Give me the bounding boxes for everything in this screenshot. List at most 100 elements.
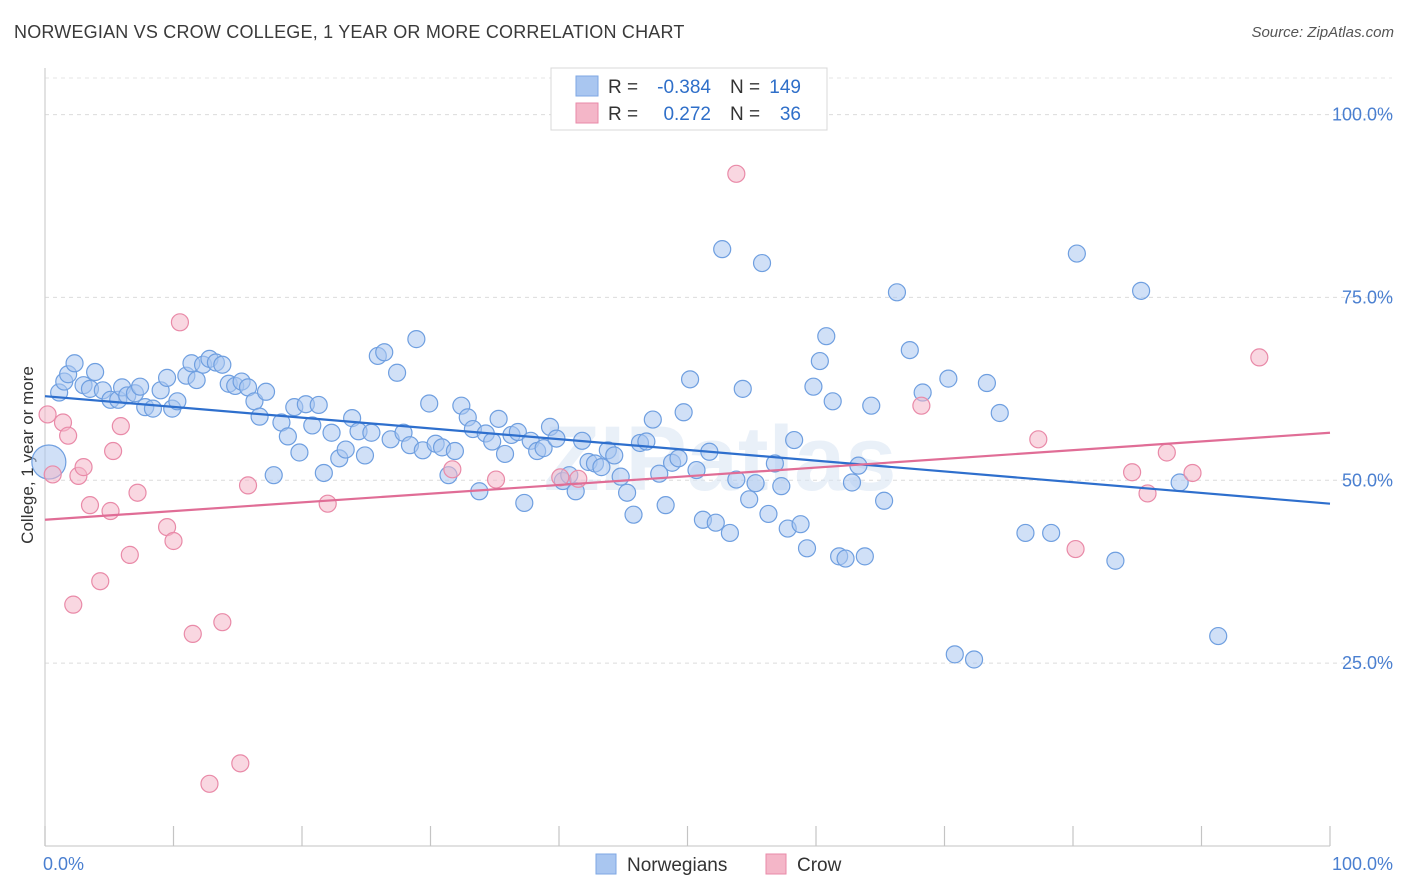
point-crow xyxy=(200,774,219,793)
point-norwegians xyxy=(855,547,874,566)
point-norwegians xyxy=(964,650,984,669)
point-norwegians xyxy=(309,395,328,415)
point-norwegians xyxy=(887,283,907,302)
point-norwegians xyxy=(823,392,842,411)
point-crow xyxy=(164,531,183,551)
y-tick-label: 50.0% xyxy=(1342,470,1393,490)
point-norwegians xyxy=(264,466,283,485)
legend-n-value: 149 xyxy=(769,77,801,98)
point-norwegians xyxy=(187,370,206,390)
legend-r-value: -0.384 xyxy=(657,77,711,98)
point-norwegians xyxy=(759,504,778,524)
point-crow xyxy=(1029,430,1048,449)
point-norwegians xyxy=(680,370,700,389)
point-norwegians xyxy=(804,377,823,396)
trend-line-crow xyxy=(44,431,1331,521)
point-norwegians xyxy=(945,645,964,664)
point-crow xyxy=(1157,443,1176,462)
point-norwegians xyxy=(534,439,553,458)
point-norwegians xyxy=(362,423,381,442)
point-norwegians xyxy=(1209,626,1228,646)
point-crow xyxy=(74,458,93,477)
x-tick-label: 100.0% xyxy=(1332,854,1393,874)
point-norwegians xyxy=(733,379,752,398)
point-norwegians xyxy=(875,491,894,510)
point-norwegians xyxy=(772,477,791,496)
grid xyxy=(45,77,1392,664)
point-norwegians xyxy=(746,474,765,493)
point-norwegians xyxy=(618,483,637,502)
point-crow xyxy=(318,494,337,513)
y-tick-label: 25.0% xyxy=(1342,653,1393,673)
point-crow xyxy=(443,460,462,479)
point-crow xyxy=(238,476,258,495)
point-norwegians xyxy=(842,473,862,492)
point-norwegians xyxy=(713,240,732,259)
point-norwegians xyxy=(420,394,439,413)
point-norwegians xyxy=(990,403,1009,423)
point-norwegians xyxy=(1042,523,1061,543)
point-norwegians xyxy=(720,523,740,543)
point-norwegians xyxy=(791,515,810,534)
point-crow xyxy=(183,624,202,643)
point-crow xyxy=(80,496,100,515)
legend-r-label: R = xyxy=(608,77,638,98)
legend-top: R = -0.384 N = 149 R = 0.272 N = 36 xyxy=(550,67,828,131)
point-crow xyxy=(231,754,250,773)
point-norwegians xyxy=(727,470,746,489)
point-norwegians xyxy=(483,432,502,451)
point-crow xyxy=(213,613,232,632)
point-crow xyxy=(38,405,57,424)
point-norwegians xyxy=(785,430,804,450)
point-crow xyxy=(43,465,62,484)
point-crow xyxy=(1066,539,1085,559)
legend-swatch-norwegians xyxy=(595,853,617,875)
tick-labels: 25.0% 50.0% 75.0% 100.0% 0.0% 100.0% xyxy=(43,105,1393,874)
point-norwegians xyxy=(278,427,297,446)
point-norwegians xyxy=(706,513,725,532)
point-norwegians xyxy=(740,490,759,509)
point-norwegians xyxy=(592,458,611,477)
point-crow xyxy=(1183,463,1202,483)
point-crow xyxy=(128,483,147,502)
legend-r-label: R = xyxy=(608,104,638,125)
point-crow xyxy=(727,164,746,183)
point-norwegians xyxy=(624,505,643,524)
legend-label-crow: Crow xyxy=(797,855,842,876)
point-norwegians xyxy=(817,327,836,346)
point-norwegians xyxy=(605,446,624,465)
point-norwegians xyxy=(336,440,355,459)
x-tick-label: 0.0% xyxy=(43,854,84,874)
point-norwegians xyxy=(1106,551,1125,570)
point-crow xyxy=(104,441,123,461)
point-norwegians xyxy=(157,368,177,387)
point-norwegians xyxy=(1132,281,1151,300)
trend-lines xyxy=(44,395,1331,521)
point-crow xyxy=(101,501,120,521)
point-norwegians xyxy=(515,493,534,513)
point-norwegians xyxy=(489,409,508,428)
point-norwegians xyxy=(65,354,84,373)
point-norwegians xyxy=(900,340,919,360)
point-crow xyxy=(551,468,570,487)
y-tick-label: 75.0% xyxy=(1342,287,1393,307)
legend-n-value: 36 xyxy=(780,104,801,125)
point-crow xyxy=(1123,463,1142,482)
point-norwegians xyxy=(836,549,855,568)
point-norwegians xyxy=(1067,244,1086,263)
point-norwegians xyxy=(250,407,269,426)
point-norwegians xyxy=(656,496,675,515)
point-crow xyxy=(59,426,78,445)
point-norwegians xyxy=(387,363,407,382)
point-norwegians xyxy=(495,444,515,464)
point-norwegians xyxy=(407,330,426,349)
trend-line-norwegians xyxy=(44,395,1331,505)
point-norwegians xyxy=(445,441,465,461)
y-tick-label: 100.0% xyxy=(1332,105,1393,125)
legend-swatch-crow xyxy=(575,102,599,124)
chart-title: NORWEGIAN VS CROW COLLEGE, 1 YEAR OR MOR… xyxy=(14,22,685,42)
point-crow xyxy=(912,396,931,415)
legend-r-value: 0.272 xyxy=(663,104,711,125)
point-crow xyxy=(486,470,506,489)
